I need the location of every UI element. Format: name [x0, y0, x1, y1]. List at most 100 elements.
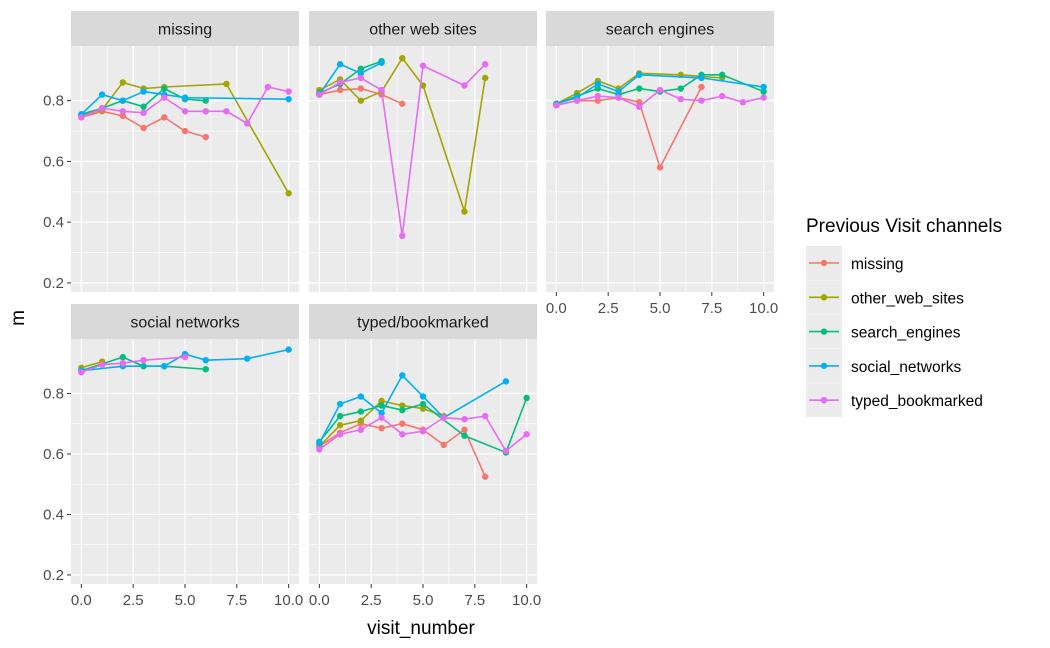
- panel-strip: [71, 304, 299, 339]
- panel-title: missing: [158, 22, 212, 39]
- x-tick-label: 5.0: [413, 592, 434, 609]
- data-point: [461, 82, 468, 89]
- data-point: [316, 440, 323, 447]
- data-point: [336, 400, 344, 408]
- y-tick-label: 0.8: [43, 385, 64, 402]
- panel-other-web-sites: other web sites: [309, 11, 537, 292]
- panel-title: other web sites: [369, 22, 477, 39]
- data-point: [357, 393, 365, 400]
- legend-label: social_networks: [851, 359, 962, 376]
- data-point: [378, 409, 385, 417]
- series-line: [556, 74, 764, 105]
- x-tick-label: 5.0: [650, 300, 671, 317]
- series-line: [81, 360, 103, 369]
- legend-key-point: [820, 294, 828, 301]
- data-point: [140, 356, 147, 364]
- data-point: [481, 74, 489, 82]
- data-point: [656, 164, 664, 171]
- x-tick-label: 2.5: [361, 592, 382, 609]
- data-point: [98, 361, 106, 368]
- data-point: [161, 85, 168, 92]
- data-point: [202, 356, 209, 364]
- panel-strip: [71, 11, 299, 46]
- data-point: [760, 88, 767, 95]
- legend-entry-missing: missing: [806, 246, 904, 280]
- data-point: [594, 97, 602, 104]
- y-tick-label: 0.6: [43, 153, 64, 170]
- data-point: [243, 120, 251, 127]
- legend: Previous Visit channels missing other_web…: [806, 216, 1002, 418]
- series-typed-bookmarked: [78, 83, 292, 127]
- data-point: [202, 97, 209, 104]
- legend-key-point: [820, 362, 828, 370]
- data-point: [594, 92, 602, 100]
- data-point: [378, 397, 385, 405]
- y-tick-label: 0.6: [43, 446, 64, 463]
- legend-key-point: [820, 259, 828, 267]
- data-point: [357, 65, 365, 72]
- x-tick-label: 7.5: [701, 300, 722, 317]
- x-tick-label: 2.5: [123, 592, 144, 609]
- data-point: [357, 417, 365, 424]
- legend-label: missing: [851, 256, 904, 273]
- data-point: [718, 92, 726, 100]
- data-point: [357, 74, 365, 82]
- panel-strip: [309, 304, 537, 339]
- y-tick-label: 0.4: [43, 214, 64, 231]
- x-tick-label: 0.0: [309, 592, 330, 609]
- data-point: [378, 414, 385, 421]
- panels-layer: missing 0.2 0.4 0.6 0.8 other web sites search…: [43, 11, 778, 609]
- data-point: [285, 95, 292, 103]
- legend-entry-social-networks: social_networks: [806, 348, 962, 383]
- data-point: [760, 83, 767, 91]
- x-tick-label: 7.5: [226, 592, 247, 609]
- data-point: [181, 127, 189, 135]
- data-point: [357, 85, 365, 92]
- data-point: [285, 88, 292, 95]
- legend-key-point: [820, 328, 828, 335]
- series-line: [318, 57, 486, 213]
- data-point: [181, 108, 189, 115]
- y-tick-label: 0.8: [43, 93, 64, 110]
- data-point: [615, 94, 622, 101]
- data-point: [636, 103, 643, 110]
- data-point: [98, 91, 106, 98]
- x-tick-label: 10.0: [749, 300, 778, 317]
- data-point: [161, 94, 168, 101]
- data-point: [202, 366, 209, 373]
- data-point: [336, 86, 344, 94]
- legend-label: other_web_sites: [851, 290, 964, 307]
- panel-title: search engines: [606, 22, 715, 39]
- series-line: [318, 61, 382, 96]
- data-point: [461, 432, 468, 439]
- x-tick-label: 10.0: [512, 592, 541, 609]
- series-typed-bookmarked: [316, 412, 530, 455]
- data-point: [181, 353, 189, 361]
- data-point: [98, 105, 106, 112]
- data-point: [399, 54, 406, 62]
- panel-search-engines: search engines 0.0 2.5 5.0 7.5 10.0: [546, 11, 778, 317]
- data-point: [119, 108, 127, 115]
- data-point: [698, 74, 705, 82]
- data-point: [399, 372, 406, 379]
- data-point: [461, 208, 468, 215]
- data-point: [419, 393, 427, 400]
- data-point: [264, 83, 272, 91]
- data-point: [140, 124, 147, 132]
- data-point: [357, 70, 365, 77]
- data-point: [336, 79, 344, 86]
- data-point: [78, 369, 85, 376]
- data-point: [698, 83, 705, 91]
- data-point: [636, 71, 643, 79]
- data-point: [119, 97, 127, 104]
- x-tick-label: 0.0: [546, 300, 567, 317]
- panel-typed-bookmarked: typed/bookmarked 0.0 2.5 5.0 7.5 10.0: [309, 304, 541, 609]
- data-point: [378, 59, 385, 66]
- x-tick-label: 7.5: [464, 592, 485, 609]
- data-point: [461, 415, 468, 423]
- data-point: [481, 412, 489, 420]
- data-point: [378, 425, 385, 432]
- data-point: [336, 412, 344, 420]
- data-point: [357, 426, 365, 433]
